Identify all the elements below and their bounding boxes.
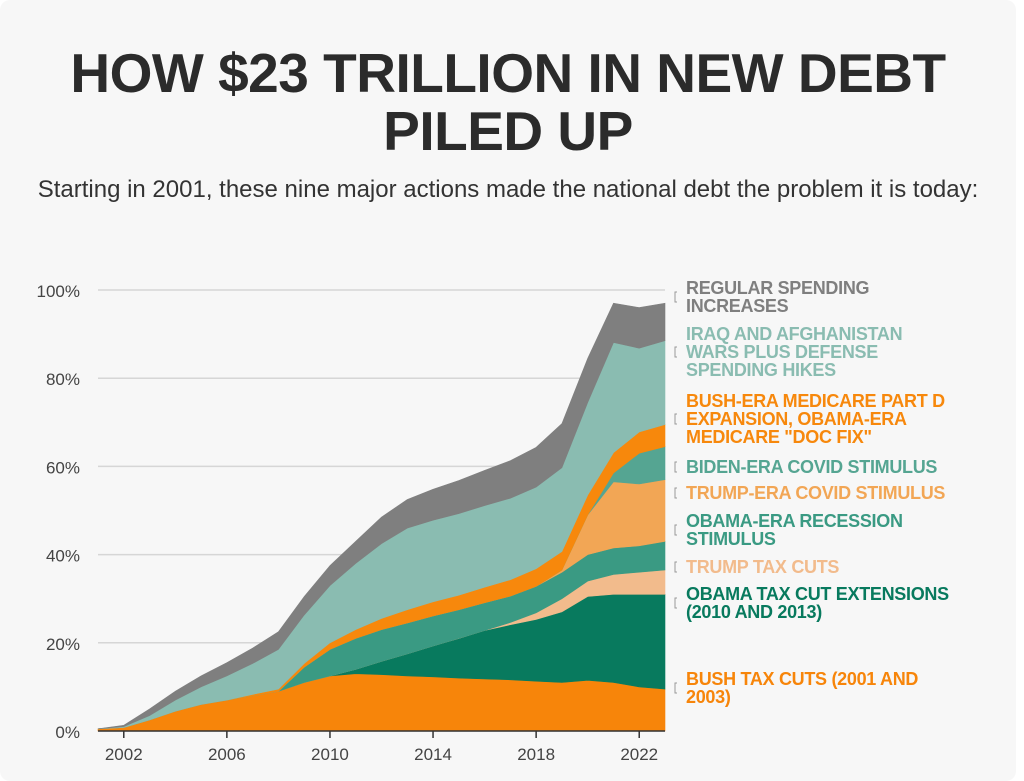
legend-label-line: IRAQ AND AFGHANISTAN <box>686 324 903 344</box>
x-axis: 2002 2006 2010 2014 2018 2022 <box>98 730 665 764</box>
legend-label-line: STIMULUS <box>686 529 776 549</box>
chart-title: HOW $23 TRILLION IN NEW DEBT PILED UP <box>70 42 946 162</box>
legend-bracket <box>674 413 677 425</box>
legend-label-line: EXPANSION, OBAMA-ERA <box>686 409 907 429</box>
legend-bracket <box>674 597 677 609</box>
chart-subtitle: Starting in 2001, these nine major actio… <box>37 176 979 203</box>
x-tick-label: 2010 <box>311 745 349 764</box>
legend-label-line: WARS PLUS DEFENSE <box>686 342 878 362</box>
legend-label: IRAQ AND AFGHANISTAN WARS PLUS DEFENSE SPE… <box>686 325 986 379</box>
legend-label-line: MEDICARE "DOC FIX" <box>686 427 872 447</box>
legend-label-line: SPENDING HIKES <box>686 360 836 380</box>
legend-label-line: BUSH-ERA MEDICARE PART D <box>686 391 945 411</box>
x-tick-label: 2006 <box>208 745 246 764</box>
legend-label-line: 2003) <box>686 687 731 707</box>
y-tick-label: 40% <box>46 547 80 566</box>
legend-label: TRUMP-ERA COVID STIMULUS <box>686 484 986 502</box>
y-tick-label: 20% <box>46 635 80 654</box>
y-axis: 0% 20% 40% 60% 80% 100% <box>37 282 80 742</box>
legend-label-line: BUSH TAX CUTS (2001 AND <box>686 669 919 689</box>
legend-label: TRUMP TAX CUTS <box>686 558 986 576</box>
y-tick-label: 60% <box>46 458 80 477</box>
x-tick-label: 2014 <box>414 745 452 764</box>
y-tick-label: 100% <box>37 282 80 301</box>
x-tick-label: 2018 <box>517 745 555 764</box>
legend-bracket <box>674 561 677 573</box>
legend-label-line: OBAMA-ERA RECESSION <box>686 511 903 531</box>
legend-label: REGULAR SPENDING INCREASES <box>686 279 986 315</box>
legend-bracket <box>674 461 677 473</box>
legend-bracket <box>674 682 677 694</box>
legend-brackets <box>674 291 677 694</box>
legend-label: BIDEN-ERA COVID STIMULUS <box>686 458 986 476</box>
legend-label: BUSH-ERA MEDICARE PART D EXPANSION, OBAMA… <box>686 392 986 446</box>
legend-label: OBAMA TAX CUT EXTENSIONS (2010 AND 2013) <box>686 585 986 621</box>
area-regular-spending-increases <box>97 302 666 730</box>
legend-bracket <box>674 291 677 303</box>
y-tick-label: 80% <box>46 370 80 389</box>
legend-label: BUSH TAX CUTS (2001 AND 2003) <box>686 670 986 706</box>
legend-bracket <box>674 487 677 499</box>
legend-label-line: TRUMP-ERA COVID STIMULUS <box>686 483 946 503</box>
legend-label-line: TRUMP TAX CUTS <box>686 557 840 577</box>
y-tick-label: 0% <box>55 723 80 742</box>
legend-label-line: OBAMA TAX CUT EXTENSIONS <box>686 584 949 604</box>
legend-bracket <box>674 346 677 358</box>
legend-label-line: INCREASES <box>686 296 789 316</box>
legend-label: OBAMA-ERA RECESSION STIMULUS <box>686 512 986 548</box>
legend-label-line: BIDEN-ERA COVID STIMULUS <box>686 457 938 477</box>
legend-bracket <box>674 524 677 536</box>
x-tick-label: 2022 <box>620 745 658 764</box>
x-tick-label: 2002 <box>105 745 143 764</box>
legend-label-line: REGULAR SPENDING <box>686 278 870 298</box>
area-layers <box>97 302 666 732</box>
legend-label-line: (2010 AND 2013) <box>686 602 822 622</box>
